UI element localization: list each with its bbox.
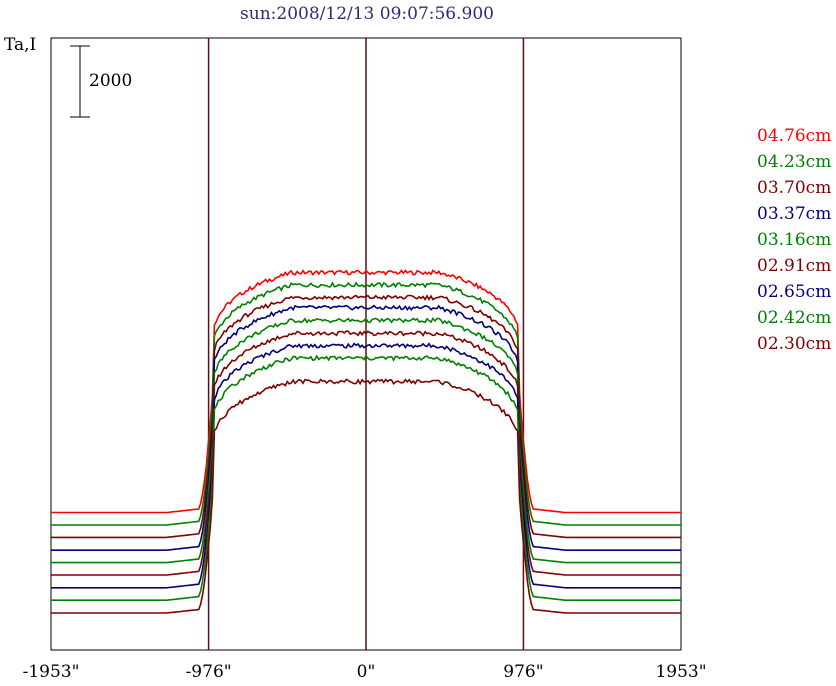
limb-markers [207,38,525,650]
series-line-04.76cm [51,269,681,514]
legend-entry: 02.65cm [757,282,831,302]
legend: 04.76cm 04.23cm 03.70cm 03.37cm 03.16cm 02.91… [757,126,831,354]
scale-bar: 2000 [70,45,132,118]
x-tick-label: 1953" [655,662,706,682]
chart-title: sun:2008/12/13 09:07:56.900 [240,4,494,24]
legend-entry: 03.37cm [757,204,831,224]
series-line-03.16cm [51,317,681,564]
x-tick-label: 976" [503,662,543,682]
series-line-03.70cm [51,294,681,539]
legend-entry: 04.23cm [757,152,831,172]
legend-entry: 04.76cm [757,126,831,146]
scale-bar-label: 2000 [89,71,132,91]
x-tick-labels: -1953" -976" 0" 976" 1953" [23,662,707,682]
legend-entry: 02.30cm [757,334,831,354]
series-line-02.91cm [51,330,681,576]
x-tick-label: 0" [357,662,376,682]
legend-entry: 02.42cm [757,308,831,328]
series-line-03.37cm [51,304,681,551]
y-axis-label: Ta,I [4,35,36,55]
series-group [51,269,681,614]
legend-entry: 02.91cm [757,256,831,276]
series-line-02.42cm [51,354,681,601]
x-tick-label: -1953" [23,662,80,682]
series-line-02.30cm [51,378,681,614]
x-tick-label: -976" [186,662,232,682]
series-line-02.65cm [51,342,681,589]
legend-entry: 03.16cm [757,230,831,250]
legend-entry: 03.70cm [757,178,831,198]
series-line-04.23cm [51,281,681,526]
